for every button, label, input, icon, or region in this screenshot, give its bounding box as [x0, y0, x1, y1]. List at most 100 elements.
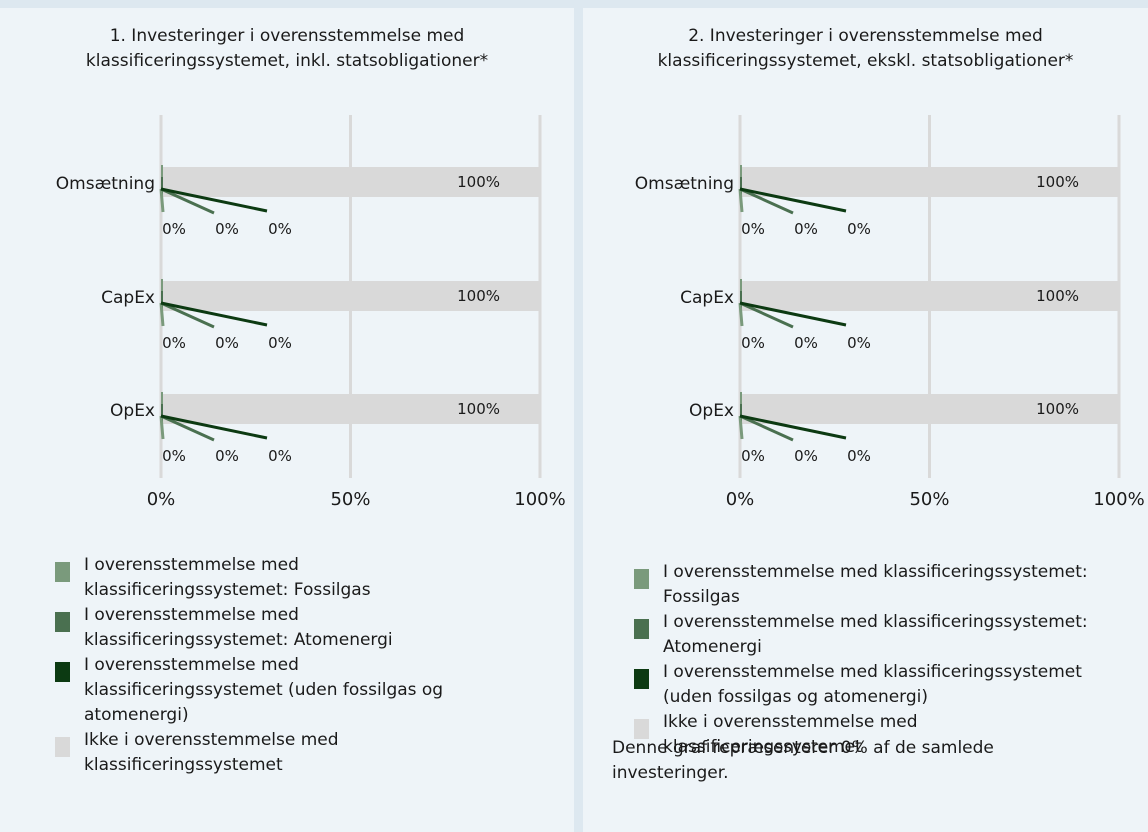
leader-line	[159, 188, 165, 213]
data-label-not-aligned: 100%	[457, 287, 500, 305]
category-label: OpEx	[110, 401, 155, 421]
legend-label-line: klassificeringssystemet: Fossilgas	[84, 580, 371, 600]
legend-label-line: (uden fossilgas og atomenergi)	[663, 687, 929, 707]
legend-label-line: klassificeringssystemet (uden fossilgas …	[84, 680, 444, 700]
category-label: CapEx	[101, 288, 155, 308]
legend-label-line: I overensstemmelse med klassificeringssy…	[663, 562, 1088, 582]
bar-fossilgas	[740, 392, 742, 404]
leader-line	[739, 414, 847, 440]
footnote: Denne graf repræsenterer 0% af de samled…	[612, 738, 994, 783]
legend-item: I overensstemmelse med klassificeringssy…	[634, 560, 1144, 610]
data-label-fossilgas: 0%	[741, 220, 765, 238]
legend-item: Ikke i overensstemmelse med klassificerin…	[634, 710, 1144, 760]
data-label-aligned-excl: 0%	[268, 447, 292, 465]
legend-item: I overensstemmelse med klassificeringssys…	[55, 553, 515, 603]
leader-line	[739, 301, 847, 327]
bar-not-aligned	[740, 167, 1119, 197]
x-tick-label: 0%	[726, 489, 755, 510]
bar-not-aligned	[161, 281, 540, 311]
chart-title-line-2: klassificeringssystemet, inkl. statsobli…	[85, 51, 489, 71]
category-label: Omsætning	[56, 174, 155, 194]
leader-line	[739, 187, 847, 213]
leader-line	[739, 414, 794, 442]
data-label-atomenergi: 0%	[215, 447, 239, 465]
legend-label-line: Fossilgas	[663, 587, 740, 607]
data-label-atomenergi: 0%	[794, 447, 818, 465]
x-tick-label: 100%	[1093, 489, 1144, 510]
bar-atomenergi	[161, 177, 163, 189]
leader-line	[159, 302, 165, 327]
data-label-not-aligned: 100%	[457, 173, 500, 191]
bar-atomenergi	[740, 177, 742, 189]
data-label-aligned-excl: 0%	[847, 220, 871, 238]
legend-item: I overensstemmelse med klassificeringssy…	[634, 610, 1144, 660]
bar-atomenergi	[740, 404, 742, 416]
leader-line	[739, 187, 794, 215]
data-label-aligned-excl: 0%	[268, 334, 292, 352]
data-label-fossilgas: 0%	[741, 447, 765, 465]
leader-line	[738, 188, 744, 213]
x-tick-label: 0%	[147, 489, 176, 510]
legend-swatch	[634, 619, 649, 639]
x-tick-label: 50%	[909, 489, 949, 510]
leader-line	[738, 415, 744, 440]
bar-fossilgas	[740, 165, 742, 177]
x-tick-label: 100%	[514, 489, 565, 510]
data-label-aligned-excl: 0%	[847, 334, 871, 352]
bar-atomenergi	[161, 404, 163, 416]
legend-swatch	[55, 662, 70, 682]
data-label-fossilgas: 0%	[162, 220, 186, 238]
legend-label-line: Ikke i overensstemmelse med	[84, 730, 339, 750]
data-label-aligned-excl: 0%	[847, 447, 871, 465]
legend-label-line: klassificeringssystemet	[663, 737, 862, 757]
legend-swatch	[634, 669, 649, 689]
leader-line	[739, 301, 794, 329]
chart-title: 2. Investeringer i overensstemmelse med …	[583, 24, 1148, 74]
bar-fossilgas	[161, 279, 163, 291]
data-label-fossilgas: 0%	[162, 447, 186, 465]
data-label-atomenergi: 0%	[794, 220, 818, 238]
bar-fossilgas	[161, 165, 163, 177]
legend-swatch	[55, 737, 70, 757]
data-label-aligned-excl: 0%	[268, 220, 292, 238]
legend-swatch	[55, 612, 70, 632]
leader-line	[738, 302, 744, 327]
data-label-fossilgas: 0%	[741, 334, 765, 352]
legend-chart-1: I overensstemmelse med klassificeringssys…	[55, 553, 515, 778]
legend-swatch	[634, 569, 649, 589]
legend-item: Ikke i overensstemmelse med klassificerin…	[55, 728, 515, 778]
data-label-atomenergi: 0%	[215, 220, 239, 238]
data-label-atomenergi: 0%	[794, 334, 818, 352]
leader-line	[159, 415, 165, 440]
leader-line	[160, 301, 268, 327]
data-label-not-aligned: 100%	[1036, 173, 1079, 191]
bar-not-aligned	[740, 281, 1119, 311]
legend-label-line: I overensstemmelse med	[84, 655, 299, 675]
data-label-not-aligned: 100%	[1036, 400, 1079, 418]
data-label-not-aligned: 100%	[1036, 287, 1079, 305]
legend-label-line: klassificeringssystemet: Atomenergi	[84, 630, 393, 650]
chart-title-line-2: klassificeringssystemet, ekskl. statsobl…	[657, 51, 1074, 71]
bar-not-aligned	[740, 394, 1119, 424]
x-tick-label: 50%	[330, 489, 370, 510]
chart-title: 1. Investeringer i overensstemmelse med …	[0, 24, 574, 74]
leader-line	[160, 414, 215, 442]
bar-atomenergi	[740, 291, 742, 303]
bar-not-aligned	[161, 167, 540, 197]
legend-label-line: I overensstemmelse med	[84, 555, 299, 575]
legend-chart-2: I overensstemmelse med klassificeringssy…	[634, 560, 1144, 760]
legend-item: I overensstemmelse med klassificeringssy…	[634, 660, 1144, 710]
legend-label-line: I overensstemmelse med	[84, 605, 299, 625]
legend-label-line: atomenergi)	[84, 705, 189, 725]
leader-line	[160, 187, 215, 215]
legend-swatch	[634, 719, 649, 739]
bar-fossilgas	[740, 279, 742, 291]
legend-label-line: I overensstemmelse med klassificeringssy…	[663, 612, 1088, 632]
category-label: OpEx	[689, 401, 734, 421]
data-label-atomenergi: 0%	[215, 334, 239, 352]
data-label-not-aligned: 100%	[457, 400, 500, 418]
chart-title-line-1: 2. Investeringer i overensstemmelse med	[688, 26, 1043, 46]
legend-item: I overensstemmelse med klassificeringssys…	[55, 603, 515, 653]
category-label: Omsætning	[635, 174, 734, 194]
chart-title-line-1: 1. Investeringer i overensstemmelse med	[109, 26, 465, 46]
